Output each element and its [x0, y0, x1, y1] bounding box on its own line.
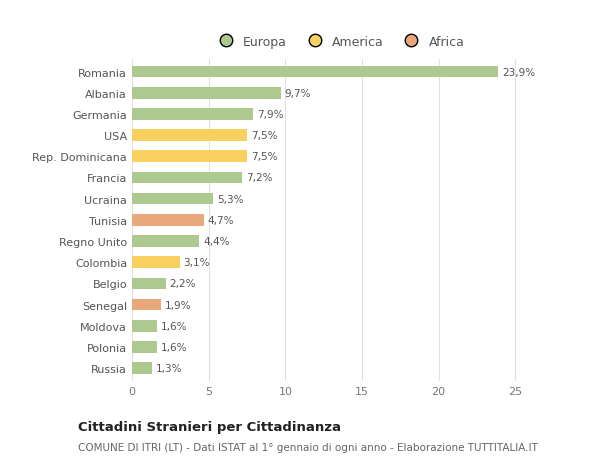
Bar	[132, 363, 152, 374]
Bar	[132, 320, 157, 332]
Text: 9,7%: 9,7%	[284, 89, 311, 99]
Bar	[132, 67, 499, 78]
Text: 7,5%: 7,5%	[251, 152, 277, 162]
Bar	[132, 214, 204, 226]
Bar	[132, 151, 247, 163]
Bar	[132, 341, 157, 353]
Bar	[132, 172, 242, 184]
Bar	[132, 299, 161, 311]
Text: 7,2%: 7,2%	[246, 173, 273, 183]
Text: 2,2%: 2,2%	[170, 279, 196, 289]
Text: 5,3%: 5,3%	[217, 194, 244, 204]
Text: 1,6%: 1,6%	[160, 321, 187, 331]
Text: 1,6%: 1,6%	[160, 342, 187, 352]
Text: 4,7%: 4,7%	[208, 215, 235, 225]
Bar	[132, 193, 213, 205]
Bar	[132, 130, 247, 141]
Text: 23,9%: 23,9%	[502, 67, 535, 78]
Bar	[132, 109, 253, 120]
Bar	[132, 235, 199, 247]
Bar	[132, 257, 179, 269]
Legend: Europa, America, Africa: Europa, America, Africa	[208, 31, 470, 54]
Text: 1,3%: 1,3%	[156, 363, 182, 373]
Text: 3,1%: 3,1%	[184, 257, 210, 268]
Text: 7,9%: 7,9%	[257, 110, 283, 120]
Bar	[132, 278, 166, 290]
Text: 4,4%: 4,4%	[203, 236, 230, 246]
Text: 7,5%: 7,5%	[251, 131, 277, 141]
Bar	[132, 88, 281, 99]
Text: 1,9%: 1,9%	[165, 300, 191, 310]
Text: COMUNE DI ITRI (LT) - Dati ISTAT al 1° gennaio di ogni anno - Elaborazione TUTTI: COMUNE DI ITRI (LT) - Dati ISTAT al 1° g…	[78, 442, 538, 452]
Text: Cittadini Stranieri per Cittadinanza: Cittadini Stranieri per Cittadinanza	[78, 420, 341, 433]
